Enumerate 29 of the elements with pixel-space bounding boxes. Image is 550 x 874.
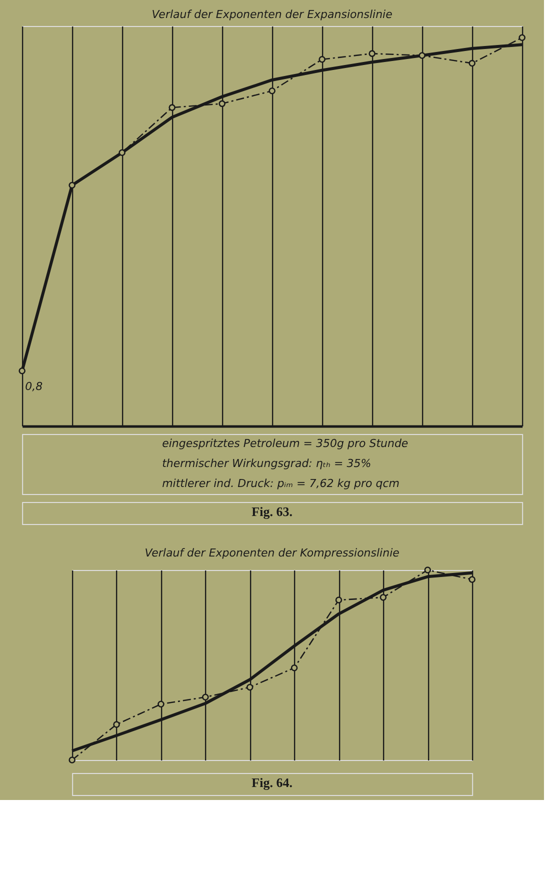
point: [380, 594, 387, 601]
point: [318, 56, 326, 63]
point: [68, 756, 76, 764]
caption: Fig. 64.: [252, 775, 292, 790]
point: [290, 664, 298, 672]
point: [335, 596, 342, 604]
chart-title: Verlauf der Exponenten der Kompressionslinie: [144, 546, 400, 560]
point: [418, 52, 426, 59]
point: [468, 576, 476, 583]
chart-title: Verlauf der Exponenten der Expansionslinie: [152, 8, 393, 21]
text: eingespritztes Petroleum = 350g pro Stunde: [162, 437, 408, 450]
caption: Fig. 63.: [252, 504, 292, 519]
point: [424, 566, 432, 574]
text: mittlerer ind. Druck: pᵢₘ = 7,62 kg pro qcm: [162, 477, 400, 490]
point: [158, 700, 164, 708]
point: [113, 721, 120, 728]
point: [218, 100, 226, 108]
text: thermischer Wirkungsgrad: ηₜₕ = 35%: [162, 457, 372, 470]
point: [202, 694, 209, 700]
annotation: 0,8: [25, 380, 43, 393]
point: [268, 87, 276, 94]
point: [518, 34, 526, 42]
point: [468, 60, 476, 67]
point: [18, 367, 26, 374]
point: [168, 104, 176, 111]
point: [368, 50, 376, 57]
point: [68, 182, 76, 189]
point: [118, 149, 126, 156]
point: [246, 684, 254, 691]
